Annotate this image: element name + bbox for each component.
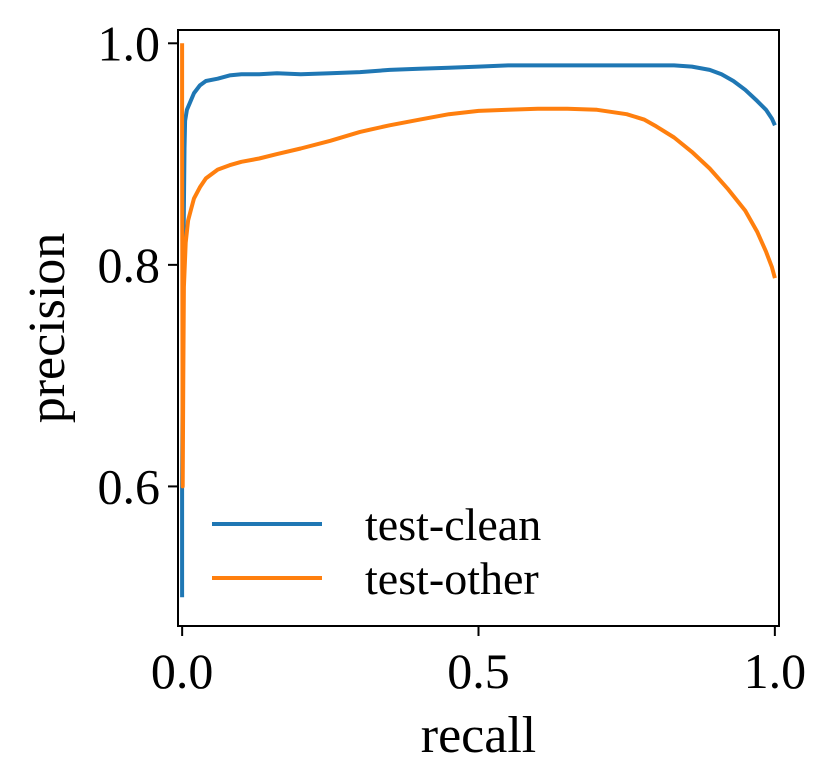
y-axis-label: precision — [19, 233, 76, 424]
x-axis-label: recall — [421, 707, 536, 764]
x-tick-label: 0.0 — [151, 643, 214, 699]
legend-label-test-other: test-other — [365, 553, 539, 604]
y-axis-ticks: 0.6 0.8 1.0 — [98, 15, 178, 514]
x-axis-ticks: 0.0 0.5 1.0 — [151, 626, 806, 699]
x-tick-label: 0.5 — [447, 643, 510, 699]
y-tick-label: 1.0 — [98, 15, 161, 71]
series-layer — [180, 43, 777, 598]
y-tick-label: 0.6 — [98, 458, 161, 514]
legend-label-test-clean: test-clean — [365, 499, 541, 550]
plot-frame — [177, 29, 780, 627]
series-line-test-clean — [180, 63, 777, 598]
series-line-test-other — [180, 43, 777, 489]
y-tick-label: 0.8 — [98, 237, 161, 293]
x-tick-label: 1.0 — [744, 643, 807, 699]
